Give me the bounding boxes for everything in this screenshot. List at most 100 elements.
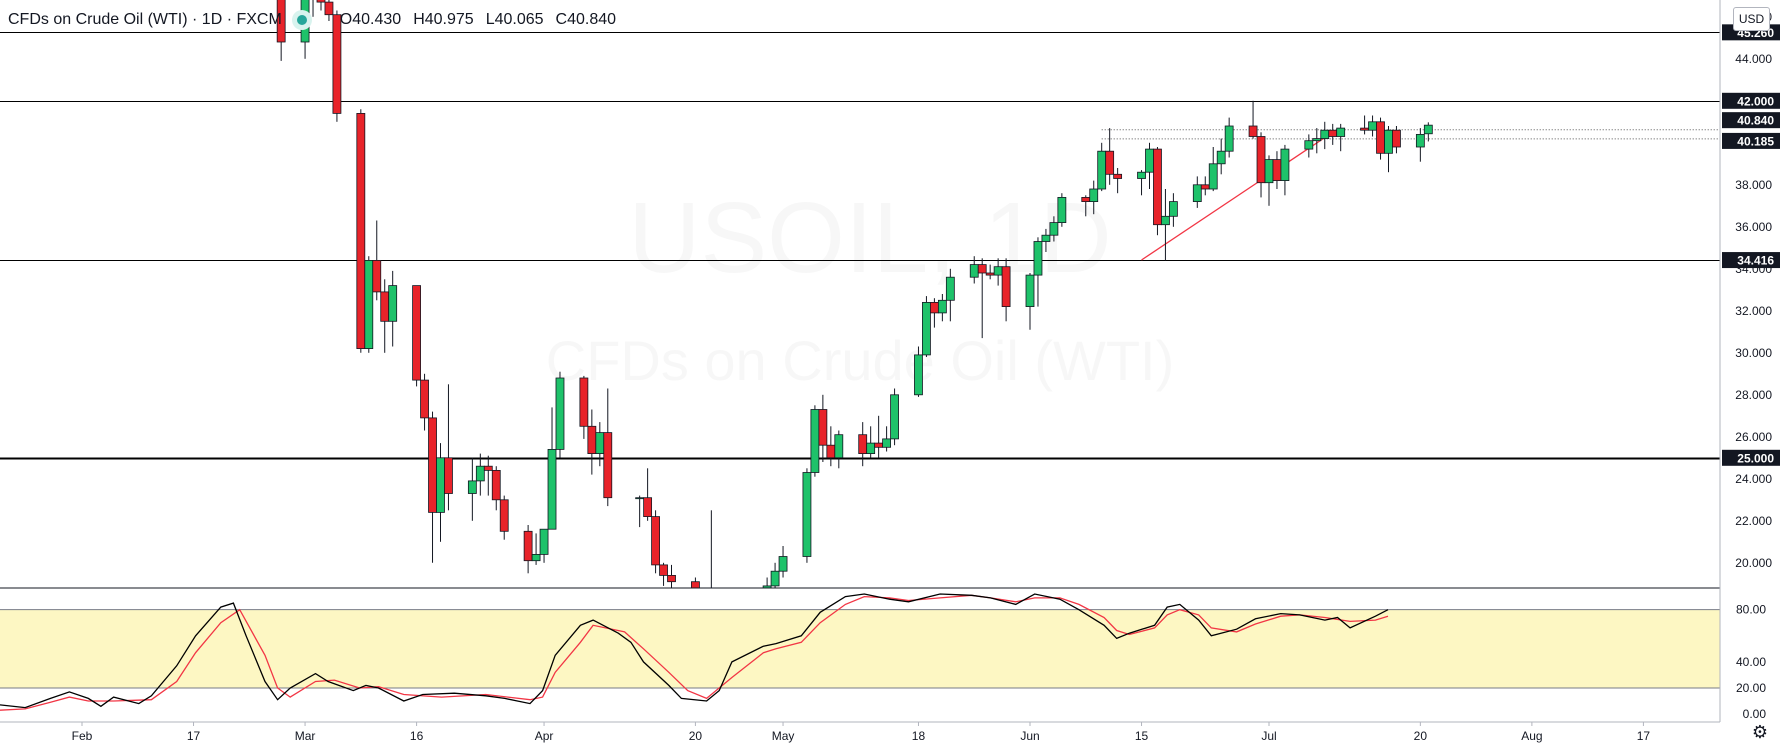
candle[interactable] (1161, 189, 1170, 261)
candle[interactable] (1312, 128, 1322, 154)
stochastic-pane[interactable] (0, 593, 1720, 711)
candle[interactable] (890, 388, 899, 446)
candle[interactable] (643, 468, 653, 521)
candle[interactable] (603, 388, 613, 507)
candle[interactable] (818, 394, 828, 462)
candle[interactable] (364, 256, 374, 353)
candle[interactable] (483, 455, 493, 496)
candle[interactable] (1192, 176, 1202, 208)
candle[interactable] (1216, 138, 1226, 175)
candle[interactable] (858, 422, 868, 467)
candle[interactable] (499, 495, 509, 540)
candle[interactable] (977, 258, 987, 339)
candle[interactable] (531, 533, 541, 565)
candle[interactable] (595, 422, 605, 467)
candle[interactable] (324, 0, 334, 21)
candle[interactable] (667, 564, 676, 590)
candle[interactable] (523, 525, 533, 574)
candle[interactable] (587, 409, 597, 475)
candle[interactable] (651, 510, 660, 574)
candle[interactable] (1097, 142, 1107, 192)
candle[interactable] (802, 468, 812, 563)
candle[interactable] (1336, 123, 1346, 152)
candle[interactable] (309, 0, 317, 17)
candle[interactable] (475, 453, 485, 496)
candle[interactable] (1392, 126, 1401, 154)
candle[interactable] (691, 577, 700, 595)
candle[interactable] (420, 373, 429, 431)
candle[interactable] (1033, 237, 1043, 307)
candle[interactable] (444, 384, 453, 511)
trendline[interactable] (1141, 131, 1334, 261)
candle[interactable] (1153, 147, 1162, 236)
candle[interactable] (1224, 117, 1234, 158)
candle[interactable] (1368, 115, 1377, 137)
candle[interactable] (1376, 117, 1385, 160)
candle[interactable] (1264, 155, 1274, 206)
candle[interactable] (332, 10, 342, 122)
candle[interactable] (1423, 122, 1433, 142)
candle[interactable] (1113, 168, 1123, 194)
candle[interactable] (1415, 128, 1425, 162)
candle[interactable] (1001, 258, 1011, 322)
candle[interactable] (555, 371, 565, 458)
trendline-line[interactable] (1141, 131, 1334, 261)
market-open-status-icon[interactable] (291, 10, 312, 30)
candle[interactable] (866, 426, 876, 458)
candle[interactable] (1384, 126, 1393, 173)
candle[interactable] (1272, 151, 1282, 189)
candle[interactable] (770, 562, 780, 590)
candlestick-series[interactable] (245, 0, 1433, 668)
candle[interactable] (1360, 115, 1369, 135)
candle[interactable] (914, 346, 923, 397)
candle[interactable] (388, 270, 398, 347)
candle[interactable] (491, 466, 501, 511)
stochastic-k-line[interactable] (0, 593, 1389, 709)
candle[interactable] (826, 426, 836, 467)
candle[interactable] (1280, 144, 1290, 196)
candle[interactable] (1145, 142, 1154, 189)
candle[interactable] (579, 375, 589, 439)
candle[interactable] (945, 268, 955, 322)
candle[interactable] (372, 220, 382, 301)
candle[interactable] (1208, 147, 1218, 192)
candle[interactable] (762, 577, 772, 668)
stochastic-axis[interactable]: 80.00 40.00 20.00 0.00 (1736, 603, 1766, 721)
candle[interactable] (834, 430, 844, 469)
candle[interactable] (1137, 170, 1146, 196)
candle[interactable] (1248, 100, 1258, 139)
candle[interactable] (635, 495, 645, 528)
symbol-legend[interactable]: CFDs on Crude Oil (WTI) · 1D · FXCM O40.… (8, 8, 616, 32)
candle[interactable] (1105, 128, 1115, 185)
candle[interactable] (1328, 123, 1338, 145)
candle[interactable] (707, 510, 715, 626)
candle[interactable] (428, 411, 437, 563)
candle[interactable] (810, 405, 820, 477)
candle[interactable] (356, 109, 366, 353)
candle[interactable] (380, 279, 390, 353)
candle[interactable] (316, 0, 326, 11)
settings-gear-icon[interactable]: ⚙ (1751, 722, 1768, 742)
candle[interactable] (937, 294, 947, 322)
candle[interactable] (1049, 216, 1059, 242)
candle[interactable] (1041, 228, 1051, 252)
horizontal-levels[interactable] (0, 32, 1720, 460)
stochastic-d-line[interactable] (0, 594, 1389, 711)
candle[interactable] (539, 528, 549, 563)
candle[interactable] (467, 457, 477, 521)
candle[interactable] (1057, 193, 1067, 227)
candle[interactable] (1168, 193, 1178, 227)
candle[interactable] (547, 407, 557, 530)
candle[interactable] (1089, 180, 1099, 215)
candle[interactable] (778, 546, 788, 578)
candle[interactable] (276, 0, 286, 61)
candle[interactable] (1320, 121, 1330, 150)
time-axis[interactable]: Feb 17 Mar 16 Apr 20 May 18 Jun 15 Jul 20 Aug 17 (72, 722, 1651, 743)
candle[interactable] (1200, 176, 1210, 196)
candle[interactable] (874, 415, 884, 458)
candle[interactable] (882, 426, 892, 452)
candle[interactable] (930, 298, 939, 328)
candle[interactable] (659, 562, 668, 586)
candle[interactable] (1304, 134, 1314, 158)
